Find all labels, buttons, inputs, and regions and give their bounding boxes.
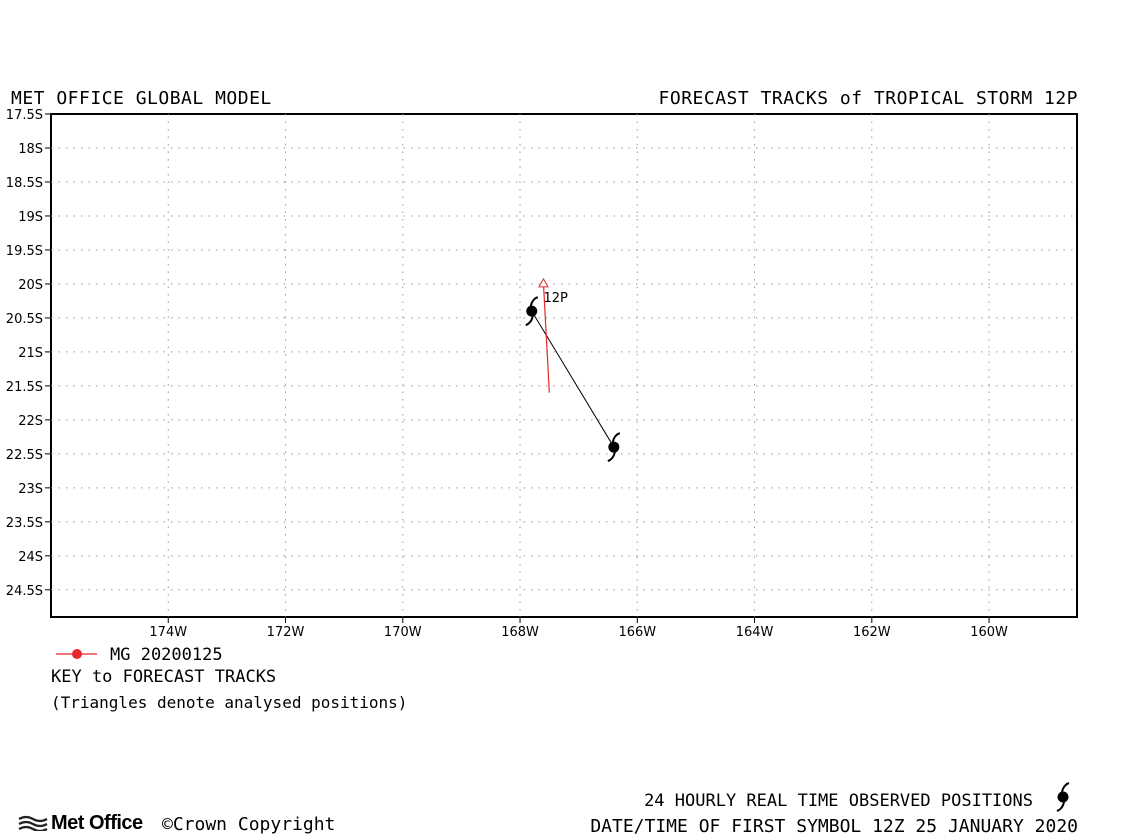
- tropical-cyclone-symbol-icon: [607, 432, 621, 463]
- first-symbol-datetime: DATE/TIME OF FIRST SYMBOL 12Z 25 JANUARY…: [590, 816, 1078, 837]
- lat-tick-label: 18S: [18, 142, 43, 157]
- tropical-cyclone-symbol-icon: [525, 296, 539, 327]
- legend-model-label: MG 20200125: [110, 645, 223, 665]
- forecast-track-line: [542, 283, 550, 393]
- lat-tick-label: 17.5S: [6, 108, 43, 123]
- lat-tick-label: 23.5S: [6, 516, 43, 531]
- tracks: 12P: [525, 277, 621, 463]
- lon-tick-label: 166W: [618, 625, 656, 640]
- met-office-logo: Met Office: [18, 812, 143, 835]
- model-title: MET OFFICE GLOBAL MODEL: [11, 88, 272, 109]
- lat-tick-label: 18.5S: [6, 176, 43, 191]
- lat-tick-label: 21.5S: [6, 380, 43, 395]
- chart-title: FORECAST TRACKS of TROPICAL STORM 12P: [658, 88, 1078, 109]
- observed-track-line: [531, 310, 615, 448]
- lat-tick-label: 21S: [18, 346, 43, 361]
- tropical-cyclone-symbol-icon: [1056, 782, 1070, 812]
- analysed-position-triangle: [538, 277, 549, 288]
- copyright-notice: ©Crown Copyright: [162, 814, 336, 835]
- grid-lines: [51, 114, 1077, 617]
- lon-tick-label: 160W: [970, 625, 1008, 640]
- lat-tick-label: 22S: [18, 414, 43, 429]
- lon-tick-label: 164W: [736, 625, 774, 640]
- observed-positions-label: 24 HOURLY REAL TIME OBSERVED POSITIONS: [644, 791, 1033, 811]
- lat-tick-label: 20.5S: [6, 312, 43, 327]
- map-frame: [50, 113, 1078, 618]
- lat-tick-label: 23S: [18, 482, 43, 497]
- storm-label: 12P: [543, 291, 568, 306]
- lon-tick-label: 170W: [384, 625, 422, 640]
- longitude-labels: 174W 172W 170W 168W 166W 164W 162W 160W: [149, 617, 1008, 640]
- lon-tick-label: 162W: [853, 625, 891, 640]
- lat-tick-label: 24S: [18, 550, 43, 565]
- lon-tick-label: 174W: [149, 625, 187, 640]
- red-dot-line-icon: [56, 649, 97, 659]
- lat-tick-label: 20S: [18, 278, 43, 293]
- lat-tick-label: 24.5S: [6, 584, 43, 599]
- met-office-waves-icon: [18, 815, 48, 831]
- lon-tick-label: 172W: [267, 625, 305, 640]
- legend-title: KEY to FORECAST TRACKS: [51, 667, 277, 687]
- legend-note: (Triangles denote analysed positions): [51, 693, 408, 712]
- logo-text: Met Office: [51, 812, 143, 834]
- lon-tick-label: 168W: [501, 625, 539, 640]
- lat-tick-label: 19S: [18, 210, 43, 225]
- latitude-labels: 17.5S 18S 18.5S 19S 19.5S 20S 20.5S 21S 21.5S 22S…: [6, 108, 51, 599]
- lat-tick-label: 19.5S: [6, 244, 43, 259]
- lat-tick-label: 22.5S: [6, 448, 43, 463]
